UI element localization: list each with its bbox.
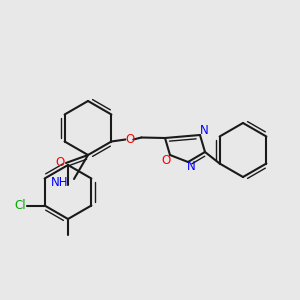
Text: O: O — [126, 133, 135, 146]
Text: Cl: Cl — [15, 199, 26, 212]
Text: O: O — [161, 154, 171, 166]
Text: N: N — [200, 124, 208, 136]
Text: N: N — [187, 160, 195, 173]
Text: O: O — [56, 157, 64, 169]
Text: NH: NH — [51, 176, 69, 188]
